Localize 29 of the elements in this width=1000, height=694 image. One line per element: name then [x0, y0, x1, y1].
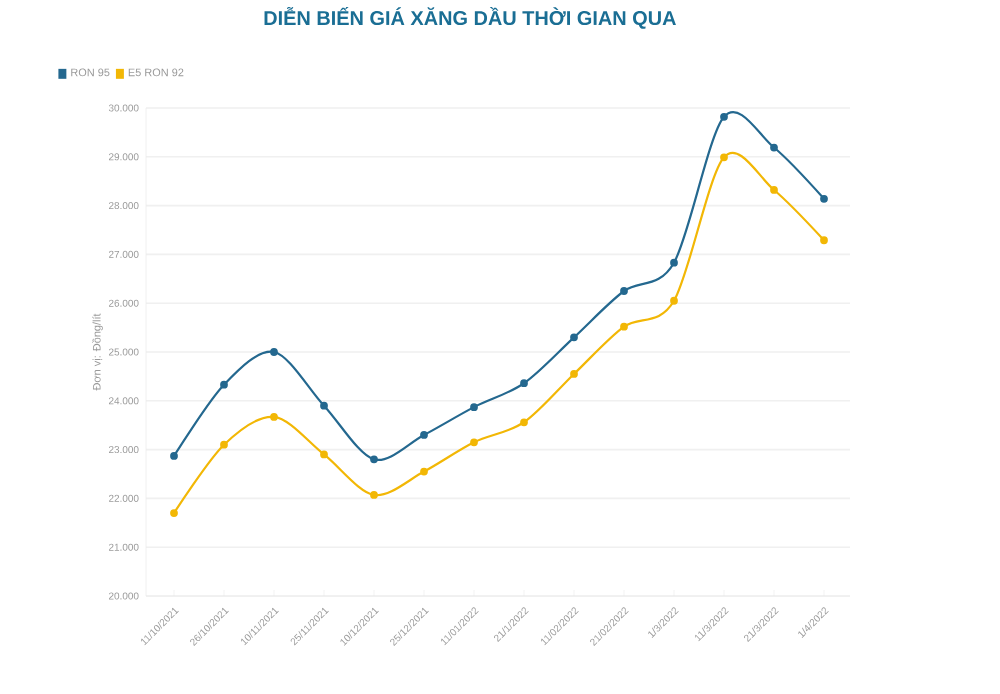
- point: [820, 236, 828, 245]
- point: [370, 491, 378, 499]
- point: [670, 296, 678, 305]
- point: [770, 143, 778, 152]
- point: [570, 370, 578, 378]
- point: [470, 438, 478, 447]
- point: [620, 287, 628, 295]
- point: [220, 380, 228, 389]
- chart-title: DIỄN BIẾN GIÁ XĂNG DẦU THỜI GIAN QUA: [264, 7, 676, 29]
- point: [170, 509, 178, 517]
- point: [370, 455, 378, 464]
- point: [320, 450, 328, 459]
- point: [420, 467, 428, 476]
- point: [820, 194, 828, 203]
- point: [720, 153, 728, 162]
- point: [620, 322, 628, 331]
- point: [270, 348, 278, 356]
- point: [520, 379, 528, 388]
- point: [520, 418, 528, 427]
- point: [670, 258, 678, 267]
- point: [420, 431, 428, 439]
- point: [220, 440, 228, 449]
- point: [320, 401, 328, 410]
- point: [770, 186, 778, 194]
- point: [570, 333, 578, 342]
- point: [470, 403, 478, 412]
- point: [720, 112, 728, 121]
- point: [270, 413, 278, 421]
- point: [170, 452, 178, 460]
